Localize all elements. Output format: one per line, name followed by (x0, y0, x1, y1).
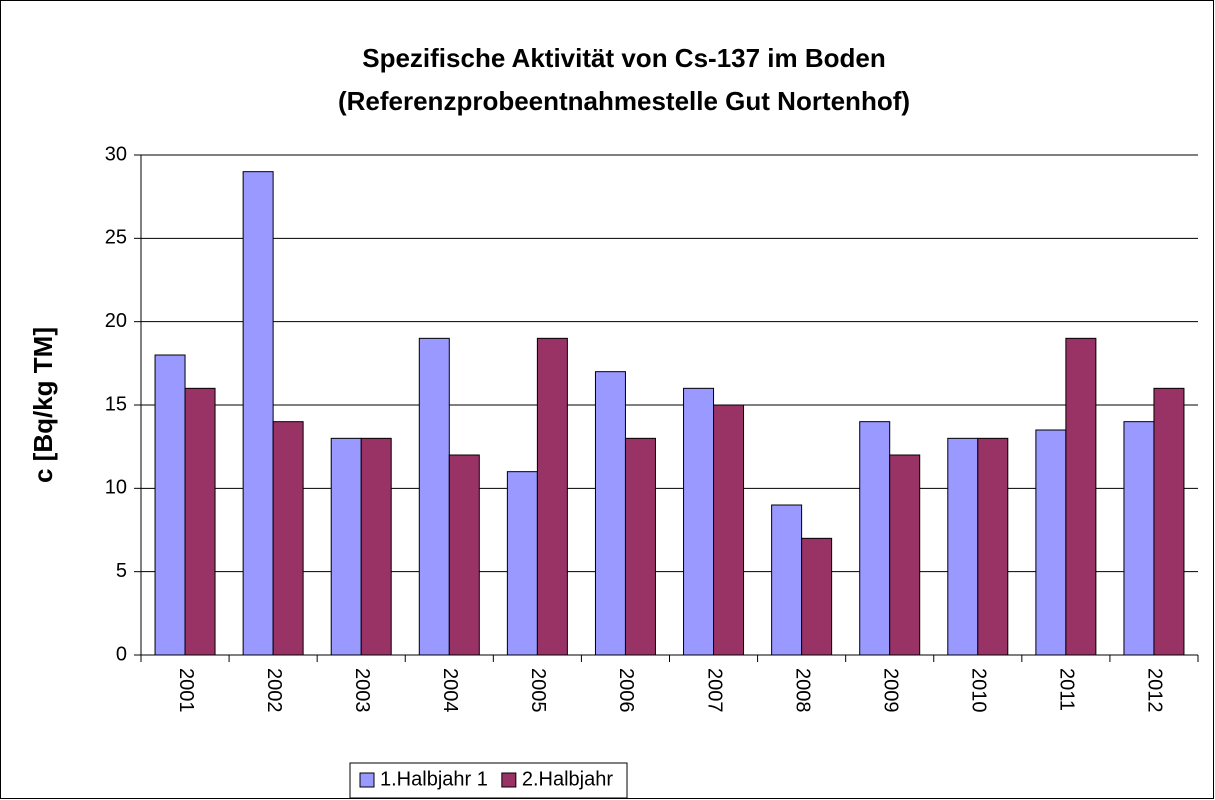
bar (242, 171, 274, 656)
chart-title: (Referenzprobeentnahmestelle Gut Nortenh… (338, 86, 910, 116)
x-tick-label: 2007 (703, 668, 725, 713)
bar (506, 471, 538, 656)
bar (947, 437, 979, 656)
y-tick-label: 15 (105, 393, 127, 415)
legend-label: 2.Halbjahr (522, 768, 614, 790)
bar (272, 421, 304, 656)
bar (859, 421, 891, 656)
x-tick-label: 2006 (615, 668, 637, 713)
x-tick-label: 2004 (439, 668, 461, 713)
legend-label: 1.Halbjahr 1 (380, 768, 488, 790)
bar (418, 337, 450, 656)
bar (1035, 429, 1067, 656)
bar (154, 354, 186, 656)
y-tick-label: 25 (105, 227, 127, 249)
bar (330, 437, 362, 656)
x-tick-label: 2010 (968, 668, 990, 713)
x-tick-label: 2003 (351, 668, 373, 713)
bar (1123, 421, 1155, 656)
legend-box (349, 762, 628, 799)
y-axis-label: c [Bq/kg TM] (28, 327, 58, 483)
bar (536, 337, 568, 656)
x-tick-label: 2005 (527, 668, 549, 713)
bar (801, 537, 833, 656)
y-tick-label: 10 (105, 477, 127, 499)
bar (448, 454, 480, 656)
bar (771, 504, 803, 656)
bar (977, 437, 1009, 656)
bar (184, 387, 216, 656)
x-tick-label: 2009 (879, 668, 901, 713)
bar (360, 437, 392, 656)
bar (594, 371, 626, 656)
bar (1065, 337, 1097, 656)
x-tick-label: 2002 (263, 668, 285, 713)
legend: 1.Halbjahr 1 2.Halbjahr (349, 762, 628, 799)
x-tick-label: 2012 (1144, 668, 1166, 713)
x-tick-label: 2008 (791, 668, 813, 713)
x-tick-label: 2011 (1056, 668, 1078, 711)
x-tick-label: 2001 (175, 668, 197, 713)
legend-swatch (501, 772, 517, 788)
y-tick-label: 5 (116, 560, 127, 582)
bar (889, 454, 921, 656)
chart-title: Spezifische Aktivität von Cs-137 im Bode… (362, 43, 886, 73)
y-tick-label: 20 (105, 310, 127, 332)
bar (1153, 387, 1185, 656)
bar (683, 387, 715, 656)
y-tick-label: 0 (116, 643, 127, 665)
bar (713, 404, 745, 656)
legend-swatch (359, 772, 375, 788)
bar (624, 437, 656, 656)
y-tick-label: 30 (105, 143, 127, 165)
